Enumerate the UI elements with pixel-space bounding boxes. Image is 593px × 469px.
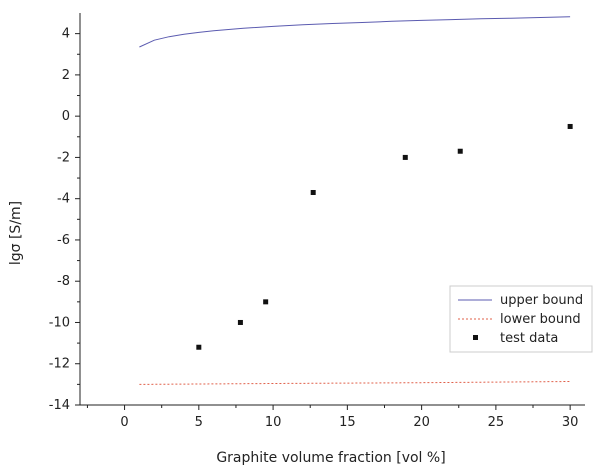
series-line-lower-bound (139, 381, 571, 385)
y-tick-label: -6 (57, 233, 70, 248)
data-point-test-data (567, 123, 573, 129)
data-point-test-data (457, 148, 463, 154)
legend: upper bound lower bound test data (449, 285, 593, 353)
y-tick-label: -2 (57, 150, 70, 165)
x-tick-label: 20 (413, 415, 430, 430)
x-tick-label: 15 (339, 415, 356, 430)
x-tick-label: 10 (265, 415, 282, 430)
x-tick-label: 25 (488, 415, 505, 430)
y-tick-label: 4 (62, 27, 70, 42)
data-point-test-data (237, 319, 243, 325)
plot-area (139, 16, 573, 385)
legend-box (449, 285, 593, 353)
y-tick-label: -12 (49, 357, 70, 372)
y-tick-label: -4 (57, 192, 70, 207)
axes: 420-2-4-6-8-10-12-140 5 10 15 20 25 30 (49, 13, 585, 430)
y-axis-title: lgσ [S/m] (8, 201, 24, 265)
y-tick-label: 0 (62, 109, 70, 124)
x-tick-label: 5 (195, 415, 203, 430)
x-axis-title: Graphite volume fraction [vol %] (216, 450, 445, 466)
y-tick-label: -14 (49, 398, 70, 413)
y-tick-label: -8 (57, 274, 70, 289)
legend-label-lower-bound: lower bound (500, 312, 581, 327)
y-tick-label: 2 (62, 68, 70, 83)
x-tick-label: 30 (562, 415, 579, 430)
legend-label-test-data: test data (500, 331, 558, 346)
data-point-test-data (310, 189, 316, 195)
legend-swatch-test-data (473, 335, 478, 340)
legend-label-upper-bound: upper bound (500, 293, 583, 308)
x-tick-label: 0 (120, 415, 128, 430)
series-line-upper-bound (139, 16, 571, 48)
data-point-test-data (402, 154, 408, 160)
data-point-test-data (196, 344, 202, 350)
data-point-test-data (263, 299, 269, 305)
y-tick-label: -10 (49, 315, 70, 330)
